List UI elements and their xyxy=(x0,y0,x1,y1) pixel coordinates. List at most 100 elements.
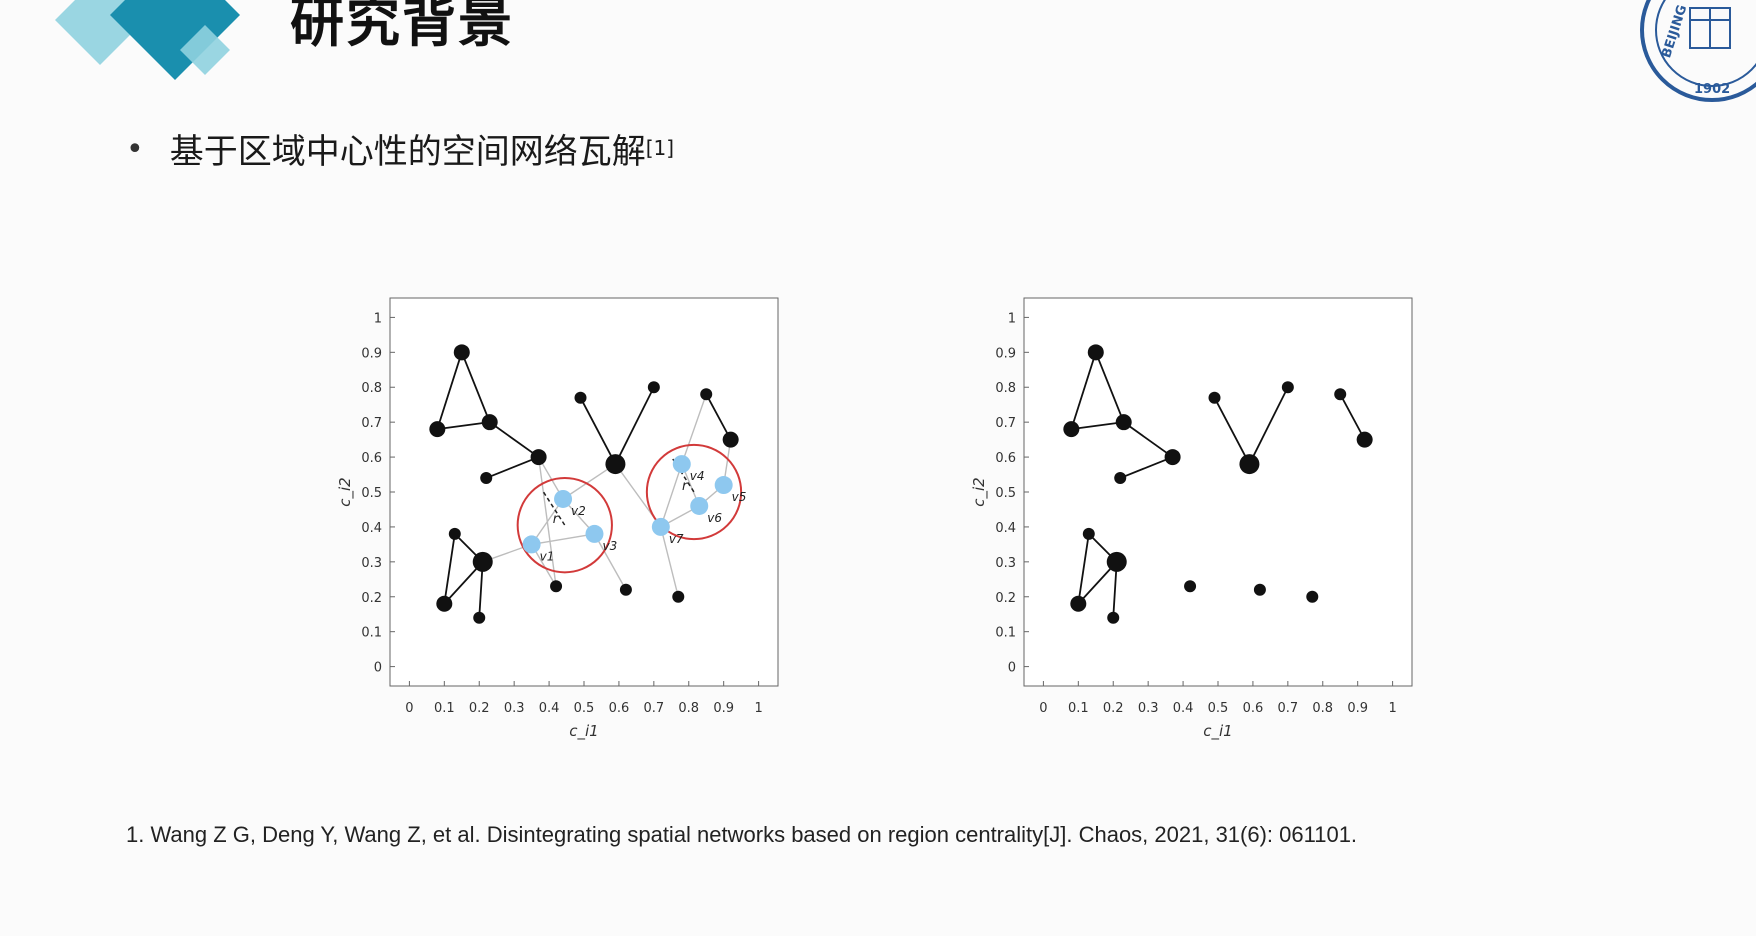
left-node xyxy=(722,431,739,448)
right-node xyxy=(1356,431,1373,448)
left-node xyxy=(700,388,713,401)
left-faint-edge xyxy=(593,533,627,591)
left-edge xyxy=(485,456,539,479)
left-radius-label: r xyxy=(553,512,560,527)
left-faint-edge xyxy=(660,526,679,597)
right-node xyxy=(1082,527,1095,540)
left-node xyxy=(429,421,446,438)
left-node-label: v7 xyxy=(669,532,684,546)
chart-right: 0 0.1 0.2 0.3 0.4 0.5 0.6 0.7 0.8 0.9 1 0 0.1 0.2 0.3 0… xyxy=(964,280,1444,750)
right-edge xyxy=(1071,421,1124,431)
right-edge xyxy=(1123,421,1174,458)
chart-left-svg: 0 0.1 0.2 0.3 0.4 0.5 0.6 0.7 0.8 0.9 1 0 0.1 0.2 0.3 0… xyxy=(336,297,779,741)
left-region-circle xyxy=(645,443,743,541)
left-node xyxy=(550,580,563,593)
right-node xyxy=(1253,583,1266,596)
right-node xyxy=(1239,454,1260,475)
right-node xyxy=(1281,381,1294,394)
left-edge xyxy=(579,397,617,465)
left-highlight-node xyxy=(672,455,691,474)
right-y-tick-label: 0.1 xyxy=(995,626,1016,641)
left-node-label: v4 xyxy=(690,469,705,483)
university-logo: BEIJING 1902 xyxy=(1640,0,1756,102)
left-edge xyxy=(436,352,463,430)
left-node xyxy=(530,449,547,466)
right-x-tick-label: 1 xyxy=(1388,701,1396,716)
left-node xyxy=(481,414,498,431)
header-decoration xyxy=(55,0,240,80)
right-x-axis-label: c_i1 xyxy=(1203,722,1232,741)
right-edge xyxy=(1119,456,1173,479)
left-y-tick-label: 0.9 xyxy=(361,346,382,361)
right-x-tick-label: 0.3 xyxy=(1138,701,1159,716)
right-y-tick-label: 0.8 xyxy=(995,381,1016,396)
left-node-label: v2 xyxy=(571,504,586,518)
left-x-tick-label: 1 xyxy=(754,701,762,716)
left-node xyxy=(605,454,626,475)
left-x-tick-label: 0.6 xyxy=(609,701,630,716)
left-highlight-edge xyxy=(660,463,683,528)
left-node-label: v6 xyxy=(707,511,722,525)
left-x-tick-label: 0.7 xyxy=(643,701,664,716)
left-highlight-node xyxy=(651,517,670,536)
left-plot-area xyxy=(389,297,779,687)
left-y-tick-label: 0.7 xyxy=(361,416,382,431)
left-edge xyxy=(460,351,491,423)
left-highlight-edge xyxy=(531,498,564,545)
right-y-tick-label: 0 xyxy=(1008,661,1016,676)
right-node xyxy=(1184,580,1197,593)
left-x-tick-label: 0.1 xyxy=(434,701,455,716)
bullet-dot: • xyxy=(126,132,144,167)
left-node-label: v1 xyxy=(540,549,555,563)
right-x-tick-label: 0 xyxy=(1039,701,1047,716)
right-edge xyxy=(1213,397,1251,465)
left-x-tick-label: 0 xyxy=(405,701,413,716)
right-x-tick-label: 0.8 xyxy=(1312,701,1333,716)
left-highlight-node xyxy=(714,476,733,495)
left-highlight-node xyxy=(522,535,541,554)
chart-right-svg: 0 0.1 0.2 0.3 0.4 0.5 0.6 0.7 0.8 0.9 1 0 0.1 0.2 0.3 0… xyxy=(970,297,1413,741)
right-node xyxy=(1306,590,1319,603)
left-x-tick-label: 0.3 xyxy=(504,701,525,716)
left-x-tick-label: 0.9 xyxy=(713,701,734,716)
left-node xyxy=(473,611,486,624)
right-x-tick-label: 0.1 xyxy=(1068,701,1089,716)
left-highlight-node xyxy=(554,489,573,508)
left-y-tick-label: 0.5 xyxy=(361,486,382,501)
right-node xyxy=(1164,449,1181,466)
right-y-tick-label: 0.2 xyxy=(995,591,1016,606)
right-node xyxy=(1063,421,1080,438)
left-node xyxy=(574,391,587,404)
right-y-tick-label: 0.4 xyxy=(995,521,1016,536)
right-y-axis-label: c_i2 xyxy=(970,477,989,506)
left-highlight-node xyxy=(690,496,709,515)
right-y-tick-label: 0.6 xyxy=(995,451,1016,466)
left-x-tick-label: 0.4 xyxy=(539,701,560,716)
left-y-axis-label: c_i2 xyxy=(336,477,355,506)
left-faint-edge xyxy=(681,393,707,465)
right-node xyxy=(1334,388,1347,401)
left-y-tick-label: 0.8 xyxy=(361,381,382,396)
left-y-tick-label: 0.3 xyxy=(361,556,382,571)
left-node xyxy=(672,590,685,603)
left-edge xyxy=(443,533,456,604)
right-edge xyxy=(1094,351,1125,423)
right-edge xyxy=(1339,393,1366,441)
left-edge xyxy=(437,421,490,431)
left-y-tick-label: 0.4 xyxy=(361,521,382,536)
right-x-tick-label: 0.5 xyxy=(1208,701,1229,716)
left-faint-edge xyxy=(562,463,616,500)
bullet-text: 基于区域中心性的空间网络瓦解[1] xyxy=(170,130,674,174)
right-node xyxy=(1114,472,1127,485)
right-y-tick-label: 0.9 xyxy=(995,346,1016,361)
left-x-tick-label: 0.5 xyxy=(574,701,595,716)
right-node xyxy=(1087,344,1104,361)
slide-title: 研究背景 xyxy=(290,0,514,54)
left-node-label: v3 xyxy=(602,539,617,553)
left-radius-label: r xyxy=(682,479,689,494)
logo-year: 1902 xyxy=(1694,82,1730,97)
left-edge xyxy=(489,421,540,458)
right-x-tick-label: 0.7 xyxy=(1277,701,1298,716)
reference-text: 1. Wang Z G, Deng Y, Wang Z, et al. Disi… xyxy=(126,822,1358,847)
left-x-axis-label: c_i1 xyxy=(569,722,598,741)
